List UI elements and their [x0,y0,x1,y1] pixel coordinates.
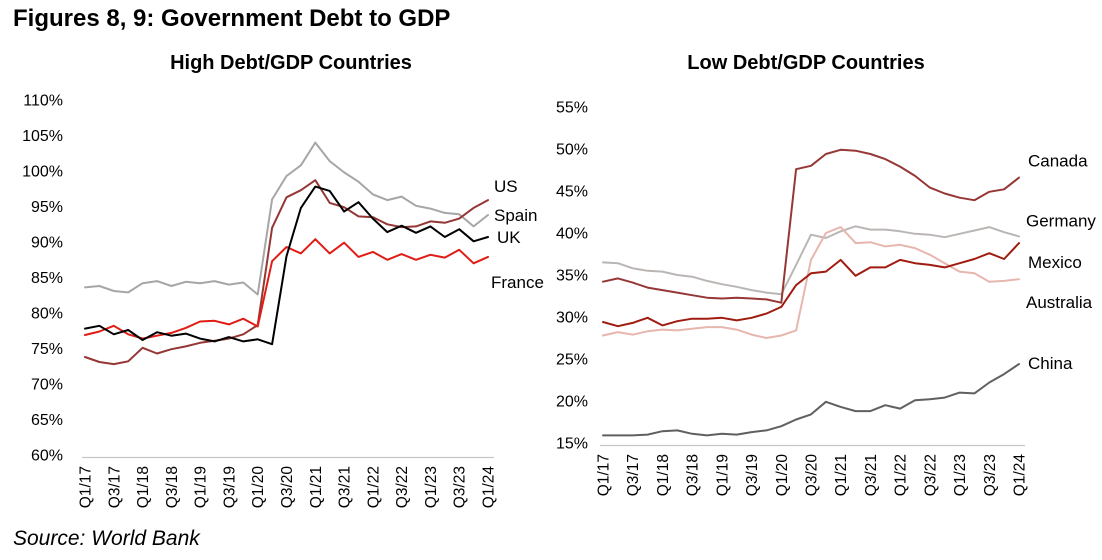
series-label-mexico: Mexico [1028,253,1082,272]
x-tick-label: Q3/20 [279,466,296,509]
x-tick-label: Q1/24 [481,466,498,509]
x-tick-label: Q1/21 [308,466,325,508]
y-tick-label: 75% [31,341,63,358]
line-australia [602,226,1020,339]
x-tick-label: Q3/21 [863,454,880,496]
y-tick-label: 25% [556,352,588,369]
y-tick-label: 55% [556,100,588,117]
y-tick-label: 40% [556,226,588,243]
line-spain [84,141,489,296]
y-tick-label: 95% [31,199,63,216]
x-tick-label: Q3/17 [106,466,123,508]
x-tick-label: Q3/22 [922,454,939,496]
x-tick-label: Q1/17 [596,454,613,496]
y-tick-label: 45% [556,184,588,201]
y-tick-label: 110% [23,93,63,110]
series-label-australia: Australia [1026,293,1093,312]
line-china [602,363,1020,437]
x-tick-label: Q3/20 [804,454,821,497]
chart-title-high-debt: High Debt/GDP Countries [170,52,412,74]
chart-title-low-debt: Low Debt/GDP Countries [687,52,925,74]
y-tick-label: 90% [31,235,63,252]
y-tick-label: 35% [556,268,588,285]
x-tick-label: Q3/21 [337,466,354,508]
y-tick-label: 60% [31,448,63,465]
line-mexico [602,242,1020,328]
series-label-canada: Canada [1028,152,1088,171]
y-tick-label: 80% [31,306,63,323]
y-tick-label: 85% [31,270,63,287]
y-tick-label: 20% [556,394,588,411]
y-tick-label: 105% [22,128,63,145]
x-tick-label: Q3/18 [164,466,181,508]
x-tick-label: Q3/19 [744,454,761,496]
x-tick-label: Q1/22 [365,466,382,508]
x-tick-label: Q3/18 [685,454,702,496]
series-label-france: France [491,273,544,292]
line-us [84,179,489,366]
x-tick-label: Q1/20 [774,454,791,497]
y-tick-label: 15% [556,436,588,453]
series-label-spain: Spain [494,206,537,225]
source-note: Source: World Bank [13,527,200,550]
y-tick-label: 100% [22,164,63,181]
series-label-uk: UK [497,228,521,247]
y-tick-label: 30% [556,310,588,327]
x-tick-label: Q1/17 [78,466,95,508]
series-label-us: US [494,177,518,196]
figure-title: Figures 8, 9: Government Debt to GDP [13,5,451,32]
x-tick-label: Q3/17 [625,454,642,496]
y-tick-label: 50% [556,142,588,159]
x-tick-label: Q1/19 [193,466,210,508]
x-tick-label: Q3/23 [982,454,999,496]
x-tick-label: Q3/23 [452,466,469,508]
series-label-germany: Germany [1026,211,1096,230]
x-tick-label: Q1/21 [833,454,850,496]
x-tick-label: Q1/23 [952,454,969,496]
x-tick-label: Q1/22 [893,454,910,496]
series-label-china: China [1028,354,1073,373]
x-tick-label: Q1/24 [1012,454,1029,497]
x-tick-label: Q1/18 [655,454,672,496]
line-germany [602,225,1020,296]
line-canada [602,148,1020,304]
x-tick-label: Q3/22 [394,466,411,508]
x-tick-label: Q3/19 [221,466,238,508]
line-uk [84,185,489,346]
y-tick-label: 65% [31,412,63,429]
x-tick-label: Q1/20 [250,466,267,509]
x-tick-label: Q1/18 [135,466,152,508]
line-france [84,238,489,340]
x-tick-label: Q1/19 [714,454,731,496]
y-tick-label: 70% [31,377,63,394]
x-tick-label: Q1/23 [423,466,440,508]
